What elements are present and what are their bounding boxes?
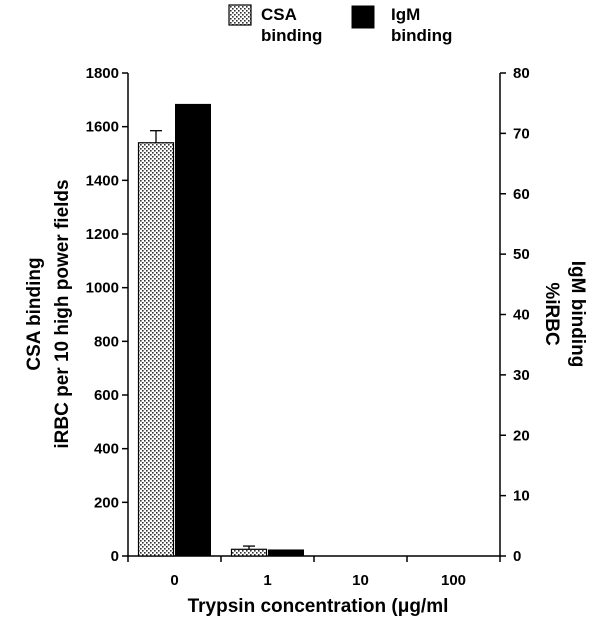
legend-label-igm-line1: IgM <box>391 5 420 24</box>
x-tick-label: 0 <box>170 572 178 589</box>
legend: CSA binding IgM binding <box>228 4 452 45</box>
left-tick-label: 1400 <box>86 172 119 189</box>
legend-swatch-csa <box>228 4 252 26</box>
bar-igm-binding <box>175 103 211 557</box>
bar-igm-binding <box>268 549 304 557</box>
left-tick-label: 1000 <box>86 280 119 297</box>
x-axis-ticks: 0 1 10 100 <box>127 556 501 589</box>
left-axis-title-line2: iRBC per 10 high power fields <box>52 179 73 448</box>
left-tick-label: 800 <box>94 333 119 350</box>
right-tick-label: 0 <box>513 548 521 565</box>
bar-csa-binding <box>230 548 268 557</box>
legend-label-csa-line1: CSA <box>261 5 297 24</box>
left-tick-label: 1800 <box>86 65 119 82</box>
bars <box>137 103 304 557</box>
right-tick-label: 40 <box>513 307 530 324</box>
left-tick-label: 400 <box>94 441 119 458</box>
legend-label-csa-line2: binding <box>261 26 322 45</box>
right-tick-label: 10 <box>513 488 530 505</box>
right-tick-label: 50 <box>513 246 530 263</box>
x-axis-title: Trypsin concentration (μg/ml <box>188 596 449 617</box>
left-axis-ticks: 0 200 400 600 800 1000 1200 1400 1600 1800 <box>86 65 128 565</box>
left-tick-label: 1200 <box>86 226 119 243</box>
left-tick-label: 1600 <box>86 119 119 136</box>
right-axis-title-line1: IgM binding <box>567 261 588 368</box>
left-axis-title-line1: CSA binding <box>24 257 45 370</box>
right-axis-ticks: 0 10 20 30 40 50 60 70 80 <box>500 65 530 565</box>
right-tick-label: 20 <box>513 427 530 444</box>
right-axis-title-line2: %iRBC <box>541 282 562 346</box>
right-tick-label: 30 <box>513 367 530 384</box>
right-tick-label: 70 <box>513 125 530 142</box>
x-tick-label: 10 <box>352 572 369 589</box>
left-tick-label: 600 <box>94 387 119 404</box>
x-tick-label: 100 <box>441 572 466 589</box>
right-tick-label: 80 <box>513 65 530 82</box>
x-tick-label: 1 <box>263 572 271 589</box>
left-tick-label: 0 <box>111 548 119 565</box>
left-tick-label: 200 <box>94 494 119 511</box>
bar-csa-binding <box>137 142 175 557</box>
right-tick-label: 60 <box>513 186 530 203</box>
legend-swatch-igm <box>351 5 375 29</box>
legend-label-igm-line2: binding <box>391 26 452 45</box>
